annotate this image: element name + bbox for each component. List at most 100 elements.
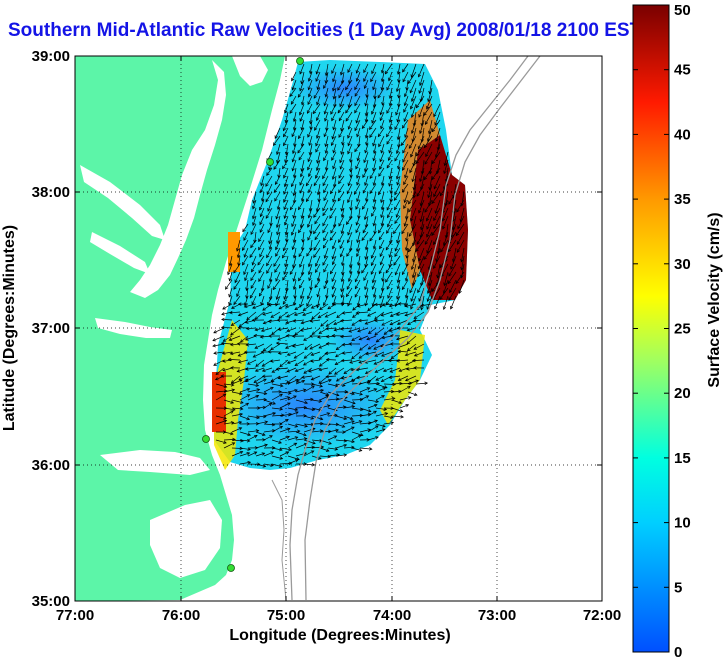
velocity-vector-head <box>347 231 351 236</box>
velocity-vector-head <box>276 231 280 236</box>
velocity-vector <box>387 215 393 227</box>
velocity-vector-head <box>390 421 395 425</box>
velocity-vector-head <box>276 159 280 164</box>
velocity-vector-head <box>348 270 353 275</box>
velocity-vector <box>383 415 394 419</box>
velocity-vector-head <box>228 262 233 267</box>
velocity-vector-head <box>416 193 420 197</box>
velocity-vector-head <box>306 295 311 300</box>
velocity-vector <box>274 263 281 273</box>
velocity-vector-head <box>401 188 406 193</box>
velocity-vector <box>455 223 465 236</box>
velocity-vector <box>247 389 260 393</box>
velocity-vector-head <box>350 367 355 372</box>
velocity-vector-head <box>250 231 254 236</box>
velocity-vector-head <box>401 230 405 235</box>
velocity-vector <box>284 103 289 113</box>
velocity-vector <box>338 167 345 179</box>
velocity-vector <box>290 199 297 210</box>
velocity-vector <box>261 279 265 292</box>
velocity-vector <box>309 343 321 350</box>
velocity-vector-head <box>431 128 436 133</box>
velocity-vector-head <box>418 114 422 118</box>
x-axis-label: Longitude (Degrees:Minutes) <box>229 627 450 644</box>
velocity-vector-head <box>382 368 387 373</box>
velocity-vector-head <box>289 110 293 114</box>
velocity-vector-head <box>407 385 411 389</box>
velocity-vector-head <box>213 330 217 334</box>
velocity-vector-head <box>315 78 319 82</box>
velocity-vector-head <box>298 135 302 140</box>
velocity-vector <box>363 71 369 82</box>
velocity-vector-head <box>403 93 408 98</box>
velocity-vector-head <box>415 379 419 383</box>
velocity-vector-head <box>278 306 283 310</box>
velocity-vector-head <box>333 321 337 326</box>
velocity-vector-head <box>404 247 409 252</box>
velocity-vector <box>402 159 409 171</box>
velocity-vector-head <box>307 166 311 171</box>
velocity-vector-head <box>415 104 420 109</box>
velocity-vector <box>306 247 313 257</box>
velocity-vector <box>359 413 371 417</box>
velocity-vector-head <box>236 293 240 298</box>
velocity-vector <box>347 295 353 307</box>
velocity-vector <box>347 135 353 146</box>
velocity-vector <box>295 431 307 436</box>
velocity-vector <box>369 167 377 179</box>
velocity-vector <box>239 447 251 450</box>
velocity-vector <box>317 287 321 297</box>
velocity-vector-head <box>404 304 409 308</box>
velocity-vector-head <box>373 403 378 408</box>
velocity-vector <box>404 191 409 203</box>
velocity-vector <box>260 295 265 306</box>
velocity-vector <box>266 247 273 258</box>
velocity-vector-head <box>426 233 430 238</box>
velocity-vector <box>292 255 297 268</box>
velocity-vector <box>386 79 393 91</box>
velocity-vector <box>432 287 441 301</box>
velocity-vector <box>287 430 300 433</box>
velocity-vector-head <box>266 191 270 196</box>
velocity-vector <box>374 311 385 320</box>
velocity-vector <box>357 263 361 274</box>
velocity-vector <box>351 335 361 341</box>
velocity-vector <box>349 239 353 252</box>
velocity-vector-head <box>379 111 383 116</box>
velocity-vector <box>379 247 385 257</box>
velocity-vector-head <box>278 440 282 444</box>
velocity-vector-head <box>408 208 412 213</box>
velocity-vector-head <box>434 305 438 310</box>
colorbar-tick-label: 45 <box>674 62 691 79</box>
velocity-vector-head <box>261 452 266 456</box>
velocity-vector <box>403 175 409 185</box>
velocity-vector-head <box>343 443 348 448</box>
velocity-vector-head <box>370 78 374 83</box>
velocity-vector-head <box>340 288 344 293</box>
velocity-vector <box>308 79 313 90</box>
velocity-vector <box>394 191 401 201</box>
velocity-vector-head <box>371 286 375 290</box>
velocity-vector <box>284 175 289 187</box>
velocity-vector-head <box>396 71 401 75</box>
velocity-vector-head <box>362 229 366 234</box>
velocity-vector-head <box>433 217 437 222</box>
velocity-vector-head <box>337 109 341 114</box>
velocity-vector-head <box>433 113 437 118</box>
velocity-vector-head <box>267 285 271 290</box>
velocity-vector <box>351 415 363 417</box>
velocity-vector-head <box>364 102 368 107</box>
velocity-vector <box>341 207 345 218</box>
velocity-vector-head <box>338 94 342 99</box>
velocity-vector-head <box>274 269 278 273</box>
radar-site-marker <box>266 158 274 166</box>
velocity-vector-head <box>315 70 319 75</box>
velocity-vector <box>420 215 425 230</box>
velocity-vector-head <box>299 189 303 194</box>
albemarle-sound <box>100 450 210 475</box>
velocity-vector <box>236 287 241 297</box>
velocity-vector <box>239 461 251 465</box>
velocity-vector-head <box>380 149 384 154</box>
velocity-vector-head <box>355 206 359 210</box>
velocity-vector-head <box>331 334 336 338</box>
